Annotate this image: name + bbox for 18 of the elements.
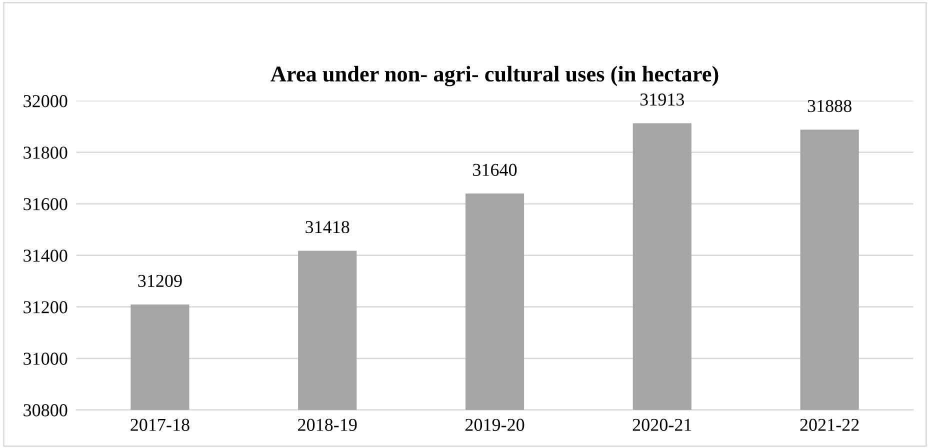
- x-tick-label: 2020-21: [632, 418, 692, 431]
- y-tick-label: 30800: [24, 404, 68, 416]
- data-label: 31913: [640, 94, 684, 106]
- y-tick-label: 31800: [24, 146, 68, 159]
- y-tick-label: 31000: [24, 352, 68, 365]
- x-tick-label: 2018-19: [298, 418, 357, 431]
- data-label: 31640: [473, 164, 517, 176]
- y-tick-label: 31400: [24, 250, 68, 262]
- chart-title: Area under non- agri- cultural uses (in hectare): [270, 66, 718, 86]
- y-tick-label: 31200: [24, 301, 68, 314]
- x-tick-label: 2019-20: [465, 418, 524, 431]
- y-tick-label: 31600: [24, 198, 68, 210]
- x-tick-label: 2021-22: [800, 418, 859, 431]
- y-tick-label: 32000: [24, 95, 68, 108]
- x-tick-label: 2017-18: [130, 418, 190, 431]
- data-label: 31888: [808, 100, 852, 112]
- data-label: 31209: [138, 274, 182, 288]
- data-label: 31418: [306, 220, 350, 234]
